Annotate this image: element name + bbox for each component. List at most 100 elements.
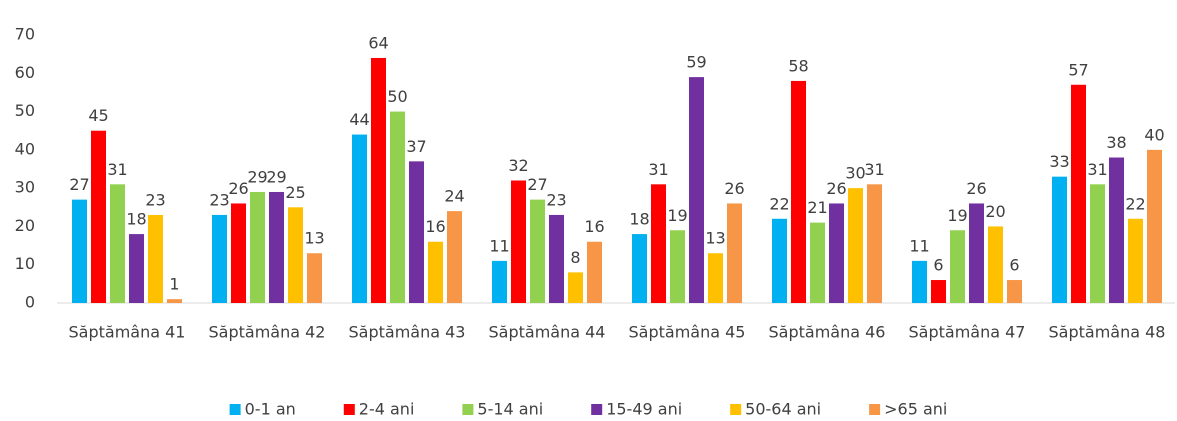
bar bbox=[587, 241, 602, 303]
value-label: 64 bbox=[368, 33, 388, 52]
x-tick-label: Săptămâna 42 bbox=[209, 323, 326, 342]
value-label: 31 bbox=[107, 160, 127, 179]
bar bbox=[568, 272, 583, 303]
legend-label: 50-64 ani bbox=[745, 400, 821, 419]
x-tick-label: Săptămâna 43 bbox=[349, 323, 466, 342]
value-label: 44 bbox=[349, 110, 369, 129]
bar bbox=[810, 222, 825, 303]
value-label: 13 bbox=[705, 229, 725, 248]
bar bbox=[549, 214, 564, 303]
bar bbox=[988, 226, 1003, 303]
value-label: 1 bbox=[169, 275, 179, 294]
bar bbox=[1147, 149, 1162, 303]
bar bbox=[530, 199, 545, 303]
legend-label: 2-4 ani bbox=[359, 400, 415, 419]
legend-swatch bbox=[343, 404, 355, 415]
legend-label: 5-14 ani bbox=[477, 400, 543, 419]
bar bbox=[829, 203, 844, 303]
value-label: 23 bbox=[145, 190, 165, 209]
y-tick-label: 40 bbox=[15, 139, 35, 158]
bar bbox=[371, 57, 386, 303]
x-tick-label: Săptămâna 41 bbox=[69, 323, 186, 342]
y-tick-label: 70 bbox=[15, 25, 35, 44]
value-label: 19 bbox=[667, 206, 687, 225]
value-label: 8 bbox=[570, 248, 580, 267]
bar bbox=[969, 203, 984, 303]
value-label: 29 bbox=[247, 167, 267, 186]
value-label: 20 bbox=[985, 202, 1005, 221]
bar bbox=[912, 260, 927, 303]
legend-swatch bbox=[730, 404, 742, 415]
x-tick-label: Săptămâna 46 bbox=[769, 323, 886, 342]
y-tick-label: 50 bbox=[15, 101, 35, 120]
value-label: 26 bbox=[724, 179, 744, 198]
legend-label: 15-49 ani bbox=[606, 400, 682, 419]
value-label: 26 bbox=[826, 179, 846, 198]
value-label: 19 bbox=[947, 206, 967, 225]
value-label: 18 bbox=[629, 210, 649, 229]
value-label: 58 bbox=[788, 56, 808, 75]
value-label: 31 bbox=[1087, 160, 1107, 179]
bar bbox=[288, 207, 303, 303]
bar bbox=[708, 253, 723, 303]
value-label: 30 bbox=[845, 164, 865, 183]
value-label: 59 bbox=[686, 53, 706, 72]
x-tick-label: Săptămâna 45 bbox=[629, 323, 746, 342]
bar bbox=[231, 203, 246, 303]
value-label: 31 bbox=[648, 160, 668, 179]
value-label: 31 bbox=[864, 160, 884, 179]
y-tick-label: 0 bbox=[25, 293, 35, 312]
value-label: 26 bbox=[228, 179, 248, 198]
bar bbox=[950, 230, 965, 303]
bar bbox=[1071, 84, 1086, 304]
legend-swatch bbox=[591, 404, 603, 415]
legend-label: >65 ani bbox=[884, 400, 947, 419]
value-label: 40 bbox=[1144, 125, 1164, 144]
y-tick-label: 20 bbox=[15, 216, 35, 235]
bar bbox=[212, 214, 227, 303]
bar bbox=[727, 203, 742, 303]
value-label: 16 bbox=[425, 217, 445, 236]
value-label: 21 bbox=[807, 198, 827, 217]
bar bbox=[110, 184, 125, 303]
bar bbox=[91, 130, 106, 303]
bar bbox=[670, 230, 685, 303]
bar bbox=[772, 218, 787, 303]
bar bbox=[511, 180, 526, 303]
bar bbox=[931, 280, 946, 303]
value-label: 29 bbox=[266, 167, 286, 186]
value-label: 57 bbox=[1068, 60, 1088, 79]
bar bbox=[492, 260, 507, 303]
value-label: 38 bbox=[1106, 133, 1126, 152]
value-label: 27 bbox=[69, 175, 89, 194]
value-label: 32 bbox=[508, 156, 528, 175]
bar bbox=[409, 161, 424, 303]
bar bbox=[1128, 218, 1143, 303]
value-label: 16 bbox=[584, 217, 604, 236]
bar bbox=[72, 199, 87, 303]
bar bbox=[651, 184, 666, 303]
bar bbox=[1109, 157, 1124, 303]
value-label: 13 bbox=[304, 229, 324, 248]
bar bbox=[632, 234, 647, 303]
legend-swatch bbox=[869, 404, 881, 415]
value-label: 22 bbox=[1125, 194, 1145, 213]
value-label: 33 bbox=[1049, 152, 1069, 171]
bar bbox=[689, 77, 704, 303]
bar bbox=[447, 211, 462, 303]
bar bbox=[848, 188, 863, 303]
value-label: 50 bbox=[387, 87, 407, 106]
bar bbox=[791, 80, 806, 303]
value-label: 27 bbox=[527, 175, 547, 194]
bar bbox=[867, 184, 882, 303]
legend-swatch bbox=[462, 404, 474, 415]
bar bbox=[269, 191, 284, 303]
bar bbox=[390, 111, 405, 303]
bar bbox=[352, 134, 367, 303]
value-label: 23 bbox=[546, 190, 566, 209]
bar bbox=[148, 214, 163, 303]
value-label: 11 bbox=[909, 236, 929, 255]
bar bbox=[1052, 176, 1067, 303]
value-label: 26 bbox=[966, 179, 986, 198]
bar bbox=[307, 253, 322, 303]
